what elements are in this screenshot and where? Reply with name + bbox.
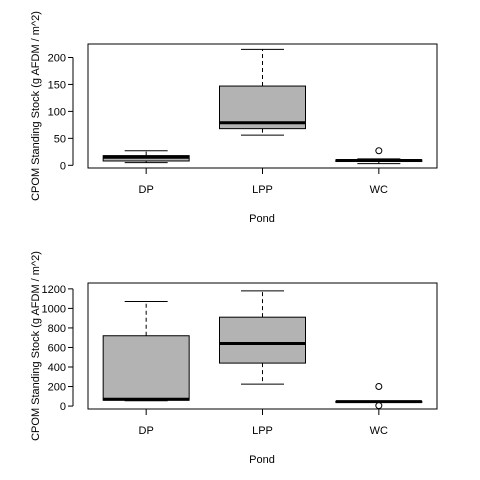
- y-tick-label: 50: [54, 133, 66, 145]
- outlier-point: [375, 383, 383, 391]
- panel-top: 0 50 100 150 200 DP LPP WC Pond CPOM Standing …: [30, 11, 438, 225]
- y-tick-label: 1200: [42, 284, 66, 296]
- x-axis: DP LPP WC: [139, 408, 388, 437]
- box-iqr: [219, 316, 306, 364]
- box-group: [102, 48, 423, 165]
- y-tick-label: 0: [60, 160, 66, 172]
- y-axis: 0 200 400 600 800 1000 1200: [42, 284, 74, 413]
- y-axis-title: CPOM Standing Stock (g AFDM / m^2): [30, 11, 42, 201]
- box-group: [102, 290, 423, 410]
- y-axis-title: CPOM Standing Stock (g AFDM / m^2): [30, 251, 42, 441]
- x-tick-label: WC: [370, 425, 388, 437]
- box-dp: [102, 301, 190, 402]
- x-axis-title: Pond: [249, 213, 275, 225]
- x-tick-label: LPP: [252, 184, 273, 196]
- y-tick-label: 200: [48, 52, 66, 64]
- y-tick-label: 800: [48, 323, 66, 335]
- box-wc: [335, 383, 423, 410]
- x-tick-label: DP: [139, 425, 154, 437]
- x-tick-label: WC: [370, 184, 388, 196]
- x-axis: DP LPP WC: [139, 167, 388, 196]
- x-tick-label: DP: [139, 184, 154, 196]
- box-lpp: [219, 48, 306, 136]
- y-tick-label: 150: [48, 79, 66, 91]
- y-tick-label: 400: [48, 362, 66, 374]
- y-tick-label: 100: [48, 106, 66, 118]
- y-axis: 0 50 100 150 200: [48, 52, 74, 172]
- outlier-point: [375, 402, 383, 410]
- box-iqr: [102, 335, 190, 401]
- panel-bottom: 0 200 400 600 800 1000 1200 DP LPP WC Pond CPOM …: [30, 251, 438, 466]
- x-axis-title: Pond: [249, 454, 275, 466]
- outlier-point: [375, 147, 383, 155]
- y-tick-label: 600: [48, 342, 66, 354]
- y-tick-label: 1000: [42, 303, 66, 315]
- box-lpp: [219, 290, 306, 385]
- y-tick-label: 200: [48, 382, 66, 394]
- y-tick-label: 0: [60, 401, 66, 413]
- box-wc: [335, 147, 423, 165]
- box-dp: [102, 150, 190, 164]
- x-tick-label: LPP: [252, 425, 273, 437]
